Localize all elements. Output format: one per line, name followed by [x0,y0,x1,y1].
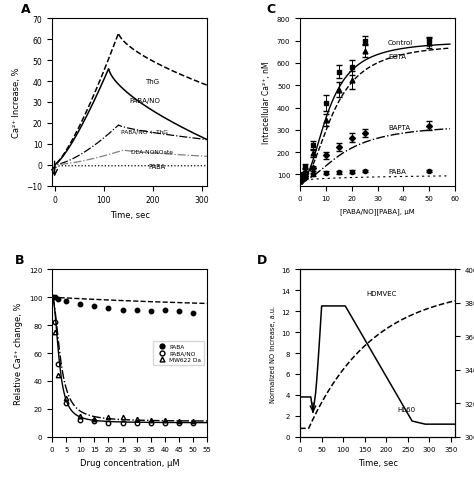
X-axis label: Time, sec: Time, sec [357,458,398,467]
Y-axis label: Intracellular Ca²⁺, nM: Intracellular Ca²⁺, nM [262,61,271,144]
Y-axis label: Ca²⁺ Increase, %: Ca²⁺ Increase, % [12,68,21,138]
Y-axis label: Relative Ca²⁺ change, %: Relative Ca²⁺ change, % [14,302,23,405]
Text: C: C [266,2,275,15]
Text: EGTA: EGTA [388,54,406,60]
Text: D: D [257,253,267,266]
Text: DEA NONOate: DEA NONOate [131,149,173,154]
Text: PABA: PABA [388,169,406,175]
X-axis label: Drug concentration, μM: Drug concentration, μM [80,458,180,467]
Legend: PABA, PABA/NO, MW622 Da: PABA, PABA/NO, MW622 Da [153,341,204,366]
X-axis label: Time, sec: Time, sec [109,210,150,219]
Text: PABA/NO + ThG: PABA/NO + ThG [121,129,168,134]
Text: PABA/NO: PABA/NO [129,98,160,104]
Text: ThG: ThG [145,79,159,85]
Text: BAPTA: BAPTA [388,124,410,131]
Text: PABA: PABA [148,164,165,169]
Text: HL60: HL60 [397,406,415,412]
Text: Control: Control [388,40,413,46]
X-axis label: [PABA/NO][PABA], μM: [PABA/NO][PABA], μM [340,207,415,214]
Text: B: B [15,253,25,266]
Text: HDMVEC: HDMVEC [367,291,397,297]
Y-axis label: Normalized NO Increase, a.u.: Normalized NO Increase, a.u. [270,305,276,402]
Text: A: A [21,2,31,15]
